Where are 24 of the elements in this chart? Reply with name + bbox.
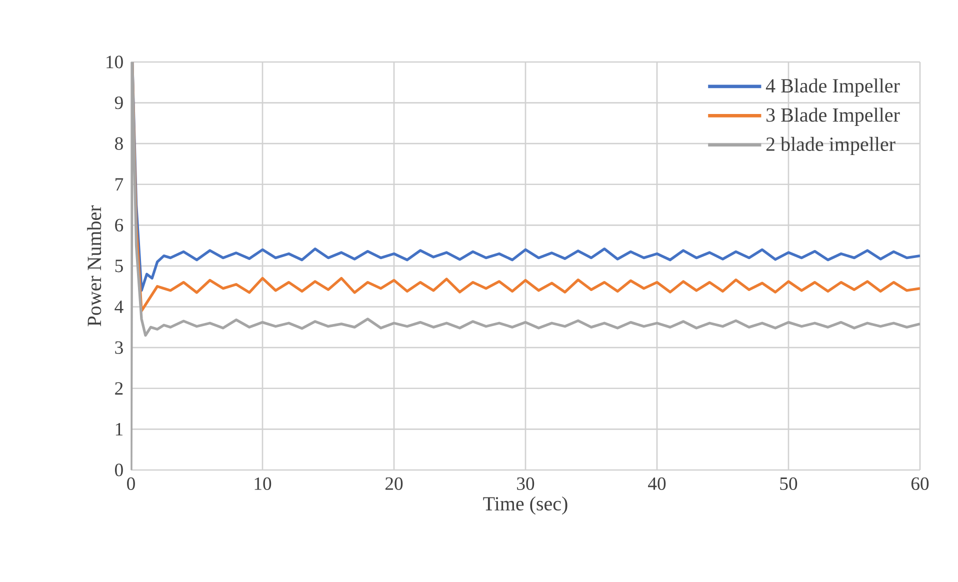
y-tick-label: 7 bbox=[116, 178, 124, 190]
y-tick-label: 8 bbox=[115, 137, 123, 150]
legend-label: 2 blade impeller bbox=[766, 136, 896, 156]
y-tick-label: 2 bbox=[115, 382, 123, 395]
x-tick-label: 0 bbox=[127, 477, 135, 490]
x-tick-label: 20 bbox=[385, 477, 403, 490]
y-tick-label: 0 bbox=[115, 464, 123, 476]
y-tick-label: 9 bbox=[114, 96, 123, 110]
x-tick-label: 60 bbox=[911, 477, 929, 490]
y-tick-label: 3 bbox=[115, 341, 123, 354]
legend-label: 3 Blade Impeller bbox=[766, 108, 900, 126]
y-tick-label: 6 bbox=[115, 218, 124, 232]
legend-label: 4 Blade Impeller bbox=[766, 78, 900, 97]
y-tick-label: 10 bbox=[106, 56, 123, 68]
x-axis-title: Time (sec) bbox=[483, 496, 568, 515]
y-axis-title: Power Number bbox=[87, 205, 102, 326]
line-series bbox=[131, 62, 920, 470]
y-tick-label: 5 bbox=[115, 260, 123, 272]
y-tick-label: 4 bbox=[114, 300, 124, 313]
x-tick-label: 40 bbox=[648, 477, 666, 490]
x-tick-label: 50 bbox=[780, 477, 798, 490]
y-tick-label: 1 bbox=[116, 423, 123, 436]
x-tick-label: 10 bbox=[254, 477, 272, 490]
x-tick-label: 30 bbox=[517, 477, 534, 490]
